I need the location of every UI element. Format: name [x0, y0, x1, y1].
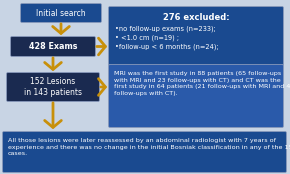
FancyBboxPatch shape — [10, 37, 95, 57]
Text: 152 Lesions
in 143 patients: 152 Lesions in 143 patients — [24, 77, 82, 97]
FancyBboxPatch shape — [108, 6, 284, 65]
Text: •no follow-up exams (n=233);
• <1.0 cm (n=19) ;
•follow-up < 6 months (n=24);: •no follow-up exams (n=233); • <1.0 cm (… — [115, 26, 219, 49]
FancyBboxPatch shape — [3, 132, 287, 172]
FancyBboxPatch shape — [21, 3, 102, 22]
Text: 428 Exams: 428 Exams — [29, 42, 77, 51]
Text: MRI was the first study in 88 patients (65 follow-ups
with MRI and 23 follow-ups: MRI was the first study in 88 patients (… — [114, 71, 290, 96]
Text: Initial search: Initial search — [36, 9, 86, 18]
Text: 276 excluded:: 276 excluded: — [163, 14, 229, 22]
Text: All those lesions were later reassessed by an abdominal radiologist with 7 years: All those lesions were later reassessed … — [8, 138, 290, 156]
FancyBboxPatch shape — [6, 73, 99, 101]
FancyBboxPatch shape — [108, 65, 284, 128]
